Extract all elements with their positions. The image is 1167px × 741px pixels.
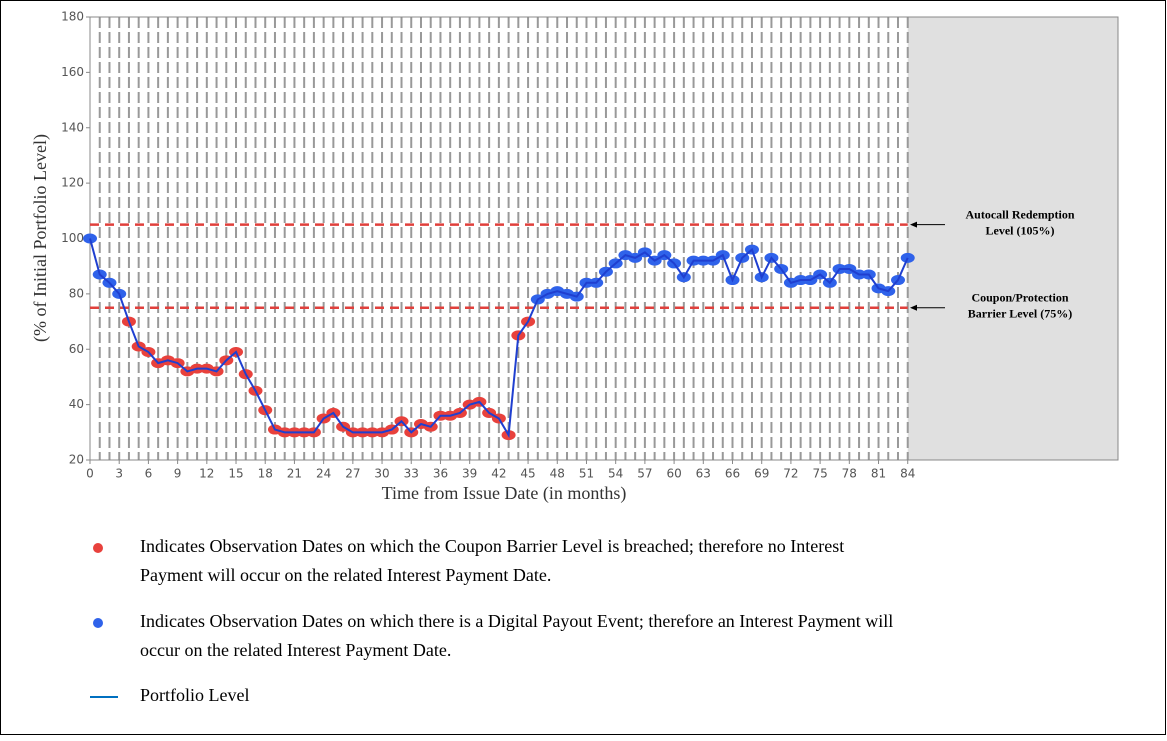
- legend-text: Portfolio Level: [140, 685, 249, 705]
- x-tick-label: 15: [228, 467, 243, 481]
- x-tick-label: 51: [579, 467, 594, 481]
- x-tick-label: 27: [345, 467, 360, 481]
- x-tick-label: 30: [374, 467, 389, 481]
- legend-text: Payment will occur on the related Intere…: [140, 565, 551, 585]
- portfolio-line: [89, 238, 909, 439]
- x-tick-label: 6: [145, 467, 153, 481]
- x-tick-label: 54: [608, 467, 623, 481]
- y-tick-label: 120: [61, 176, 84, 190]
- x-tick-label: 18: [258, 467, 273, 481]
- x-tick-label: 78: [842, 467, 857, 481]
- x-tick-label: 57: [637, 467, 652, 481]
- x-tick-label: 3: [115, 467, 123, 481]
- x-tick-label: 12: [199, 467, 214, 481]
- y-axis-label: (% of Initial Portfolio Level): [30, 134, 51, 342]
- x-tick-label: 33: [404, 467, 419, 481]
- x-tick-label: 36: [433, 467, 448, 481]
- x-tick-label: 63: [696, 467, 711, 481]
- arrow-head: [910, 304, 917, 311]
- y-tick-label: 160: [61, 65, 84, 79]
- legend-text: occur on the related Interest Payment Da…: [140, 640, 451, 660]
- legend-marker: [93, 618, 103, 628]
- x-tick-label: 42: [491, 467, 506, 481]
- barrier-label: Autocall Redemption: [966, 207, 1075, 221]
- x-tick-label: 84: [900, 467, 915, 481]
- x-axis-label: Time from Issue Date (in months): [382, 483, 627, 504]
- legend-marker: [93, 543, 103, 553]
- y-tick-label: 20: [69, 453, 84, 467]
- x-tick-label: 60: [666, 467, 681, 481]
- y-tick-label: 180: [61, 10, 84, 24]
- x-tick-label: 0: [86, 467, 94, 481]
- barrier-label: Barrier Level (75%): [968, 306, 1072, 320]
- x-tick-label: 72: [783, 467, 798, 481]
- x-tick-label: 66: [725, 467, 740, 481]
- x-tick-label: 21: [287, 467, 302, 481]
- x-tick-label: 48: [550, 467, 565, 481]
- x-tick-label: 45: [520, 467, 535, 481]
- barrier-label: Coupon/Protection: [971, 290, 1068, 304]
- y-tick-label: 60: [69, 342, 84, 356]
- x-tick-label: 24: [316, 467, 331, 481]
- x-tick-label: 69: [754, 467, 769, 481]
- x-tick-label: 9: [174, 467, 182, 481]
- x-tick-label: 75: [812, 467, 827, 481]
- legend-text: Indicates Observation Dates on which the…: [140, 536, 844, 556]
- legend-text: Indicates Observation Dates on which the…: [140, 611, 893, 631]
- barrier-label: Level (105%): [986, 223, 1055, 237]
- shaded-region: [907, 17, 1118, 460]
- x-tick-label: 39: [462, 467, 477, 481]
- x-tick-label: 81: [871, 467, 886, 481]
- arrow-head: [910, 221, 917, 228]
- y-tick-label: 100: [61, 231, 84, 245]
- y-tick-label: 40: [69, 397, 84, 411]
- y-tick-label: 80: [69, 286, 84, 300]
- y-tick-label: 140: [61, 120, 84, 134]
